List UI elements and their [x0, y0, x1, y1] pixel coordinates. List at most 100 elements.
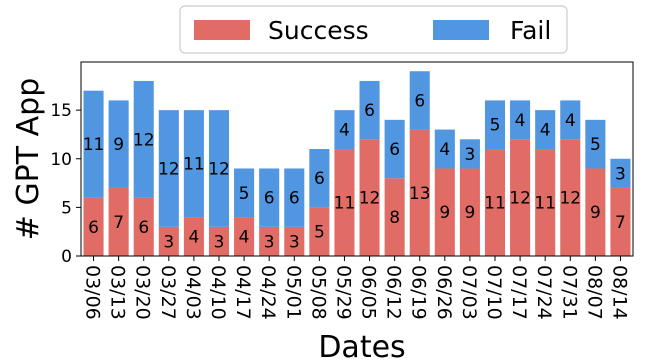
- data-label: 5: [490, 116, 501, 136]
- x-axis-label: Dates: [318, 330, 405, 362]
- data-label: 5: [314, 223, 325, 243]
- bar-success-06-12: [384, 178, 405, 256]
- x-tick-label: 06/05: [358, 265, 380, 320]
- x-tick-label: 06/19: [408, 265, 430, 320]
- bar-fail-07-31: [560, 100, 581, 140]
- bar-fail-07-03: [459, 139, 480, 169]
- data-label: 4: [188, 228, 199, 248]
- data-label: 5: [239, 184, 250, 204]
- x-tick-label: 07/17: [508, 265, 530, 320]
- data-label: 6: [264, 189, 275, 209]
- data-label: 11: [83, 135, 105, 155]
- legend-box: [179, 5, 568, 54]
- data-label: 12: [509, 189, 531, 209]
- y-tick-label: 10: [50, 150, 72, 170]
- legend-label-success: Success: [268, 16, 369, 45]
- data-label: 9: [464, 203, 475, 223]
- plot-area: 6117961231241131245363656114126861369493…: [80, 61, 634, 257]
- data-label: 12: [158, 159, 180, 179]
- data-label: 5: [590, 135, 601, 155]
- bar-fail-06-05: [359, 80, 380, 140]
- data-label: 11: [534, 194, 556, 214]
- x-tick-label: 05/01: [282, 265, 304, 320]
- x-tick-label: 05/08: [307, 265, 329, 320]
- bar-success-03-20: [133, 197, 154, 256]
- y-axis-label: # GPT App: [11, 78, 46, 240]
- data-label: 11: [334, 194, 356, 214]
- bar-fail-07-24: [535, 110, 556, 150]
- data-label: 6: [138, 218, 149, 238]
- y-tick-label: 15: [50, 101, 72, 121]
- bar-success-04-10: [208, 226, 230, 256]
- data-label: 11: [183, 155, 205, 175]
- data-label: 13: [409, 184, 431, 204]
- x-tick-label: 06/26: [433, 265, 455, 320]
- x-tick-label: 04/24: [257, 265, 279, 320]
- bar-fail-04-24: [259, 168, 280, 227]
- bar-fail-08-14: [610, 158, 631, 188]
- x-tick-label: 04/17: [232, 265, 254, 320]
- bar-fail-03-06: [83, 90, 104, 198]
- bar-fail-06-12: [384, 119, 405, 179]
- data-label: 4: [515, 111, 526, 131]
- bar-success-05-08: [309, 207, 330, 256]
- bar-success-03-06: [83, 197, 104, 256]
- data-label: 4: [239, 228, 250, 248]
- bar-success-05-29: [334, 149, 355, 256]
- bar-success-07-17: [510, 139, 531, 256]
- data-label: 7: [615, 213, 626, 233]
- bar-fail-03-27: [158, 110, 179, 227]
- x-tick-label: 05/29: [332, 265, 354, 320]
- y-tick-label: 5: [61, 198, 72, 218]
- x-tick-label: 03/20: [132, 265, 154, 320]
- x-tick-label: 04/03: [182, 265, 204, 320]
- x-axis: 03/06 03/13 03/20 03/27 04/03 04/10 04/17 04/24…: [82, 256, 630, 320]
- bar-success-06-19: [409, 129, 430, 256]
- bar-success-08-14: [610, 187, 631, 256]
- data-label: 6: [364, 101, 375, 121]
- bar-success-04-03: [183, 217, 204, 256]
- data-label: 4: [540, 121, 551, 141]
- bar-fail-07-17: [510, 100, 531, 140]
- legend: Success Fail: [179, 5, 568, 54]
- bar-success-08-07: [585, 168, 606, 256]
- y-tick-label: 0: [61, 247, 72, 267]
- data-label: 9: [590, 203, 601, 223]
- bar-fail-03-20: [133, 80, 154, 198]
- data-label: 9: [113, 135, 124, 155]
- data-label: 6: [314, 169, 325, 189]
- bar-fail-03-13: [108, 100, 129, 188]
- x-tick-label: 06/12: [383, 265, 405, 320]
- x-tick-label: 07/10: [483, 265, 505, 320]
- bar-fail-05-29: [334, 110, 355, 150]
- data-label: 6: [414, 91, 425, 111]
- bar-fail-05-08: [309, 149, 330, 208]
- data-label: 6: [88, 218, 99, 238]
- legend-swatch-fail: [433, 20, 489, 40]
- bar-success-03-13: [108, 187, 129, 256]
- data-label: 12: [559, 189, 581, 209]
- x-tick-label: 08/07: [583, 265, 605, 320]
- bar-success-06-05: [359, 139, 380, 256]
- data-label: 6: [389, 140, 400, 160]
- bar-success-06-26: [434, 168, 455, 256]
- bar-success-03-27: [158, 226, 179, 256]
- data-label: 9: [439, 203, 450, 223]
- bar-fail-07-10: [484, 100, 506, 150]
- x-tick-label: 07/03: [458, 265, 480, 320]
- x-tick-label: 03/27: [157, 265, 179, 320]
- data-label: 12: [359, 189, 381, 209]
- x-tick-label: 07/24: [533, 265, 555, 320]
- x-tick-label: 03/06: [82, 265, 104, 320]
- data-label: 3: [464, 145, 475, 165]
- data-label: 7: [113, 213, 124, 233]
- bar-fail-06-26: [434, 129, 455, 169]
- bar-success-07-24: [535, 149, 556, 256]
- bar-success-07-10: [484, 149, 506, 256]
- bar-fail-04-10: [208, 110, 230, 227]
- data-label: 3: [264, 232, 275, 252]
- bar-success-05-01: [284, 226, 305, 256]
- data-label: 12: [133, 130, 155, 150]
- data-label: 3: [615, 164, 626, 184]
